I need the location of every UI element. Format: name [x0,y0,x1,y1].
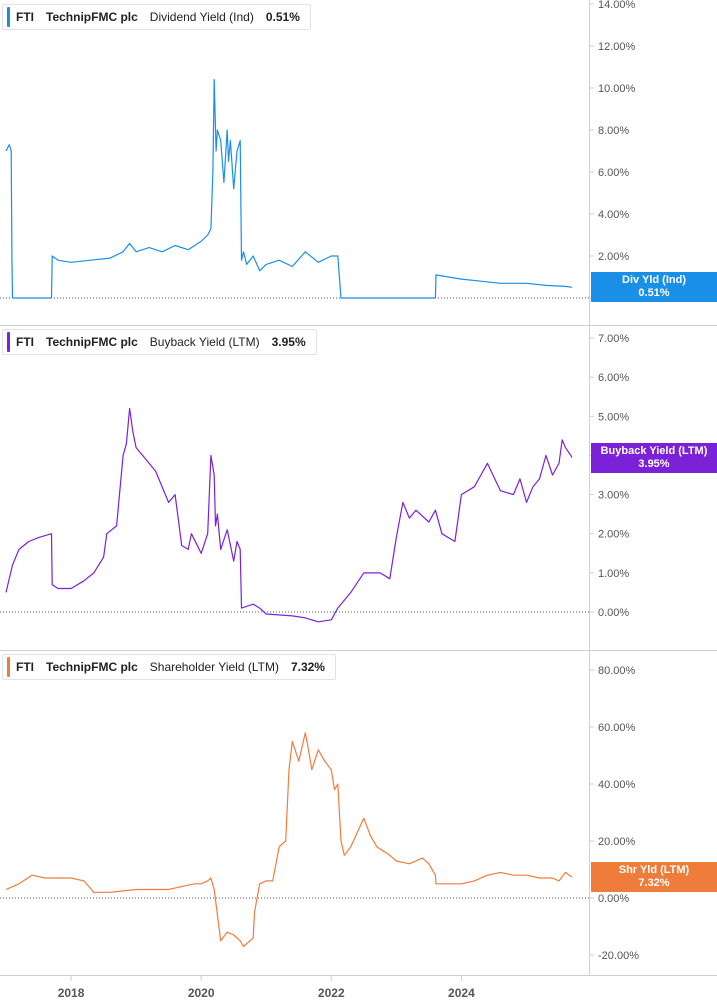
y-tick-label: -20.00% [598,950,639,962]
flag-label: Buyback Yield (LTM) [600,445,708,457]
series-color-swatch [7,657,10,677]
y-tick-label: 20.00% [598,836,636,848]
flag-value: 0.51% [638,287,670,299]
series-line [5,407,573,623]
legend-shareholder[interactable]: FTI TechnipFMC plc Shareholder Yield (LT… [2,654,336,680]
y-tick-label: 8.00% [598,125,629,137]
y-tick-label: 3.00% [598,490,629,502]
metric-value: 3.95% [271,335,306,349]
x-tick-label: 2018 [58,986,85,1000]
series-line [5,732,573,948]
metric-label: Dividend Yield (Ind) [149,10,254,24]
y-tick-label: 40.00% [598,779,636,791]
x-tick-label: 2020 [188,986,215,1000]
metric-label: Buyback Yield (LTM) [149,335,260,349]
y-tick-label: 5.00% [598,411,629,423]
company-label: TechnipFMC plc [46,10,138,24]
y-tick-label: 1.00% [598,568,629,580]
y-tick-label: 7.00% [598,333,629,345]
y-tick-label: 0.00% [598,893,629,905]
x-tick-label: 2024 [448,986,475,1000]
legend-dividend[interactable]: FTI TechnipFMC plc Dividend Yield (Ind) … [2,4,311,30]
series-color-swatch [7,7,10,27]
legend-buyback[interactable]: FTI TechnipFMC plc Buyback Yield (LTM) 3… [2,329,317,355]
value-flag-shareholder: Shr Yld (LTM) 7.32% [591,862,717,892]
series-color-swatch [7,332,10,352]
y-tick-label: 10.00% [598,83,636,95]
y-tick-label: 2.00% [598,251,629,263]
y-tick-label: 12.00% [598,41,636,53]
y-tick-label: 6.00% [598,372,629,384]
metric-value: 0.51% [265,10,300,24]
y-tick-label: 0.00% [598,607,629,619]
ticker-label: FTI [16,660,34,674]
ticker-label: FTI [16,335,34,349]
company-label: TechnipFMC plc [46,335,138,349]
y-tick-label: 14.00% [598,0,636,11]
metric-value: 7.32% [290,660,325,674]
y-tick-label: 2.00% [598,529,629,541]
company-label: TechnipFMC plc [46,660,138,674]
metric-label: Shareholder Yield (LTM) [149,660,279,674]
value-flag-dividend: Div Yld (Ind) 0.51% [591,272,717,302]
ticker-label: FTI [16,10,34,24]
y-tick-label: 80.00% [598,665,636,677]
x-tick-label: 2022 [318,986,345,1000]
flag-value: 3.95% [638,458,670,470]
value-flag-buyback: Buyback Yield (LTM) 3.95% [591,443,717,473]
series-line [5,79,573,299]
flag-label: Div Yld (Ind) [622,274,686,286]
flag-label: Shr Yld (LTM) [618,864,690,876]
y-tick-label: 4.00% [598,209,629,221]
y-tick-label: 6.00% [598,167,629,179]
flag-value: 7.32% [638,877,670,889]
y-tick-label: 60.00% [598,722,636,734]
